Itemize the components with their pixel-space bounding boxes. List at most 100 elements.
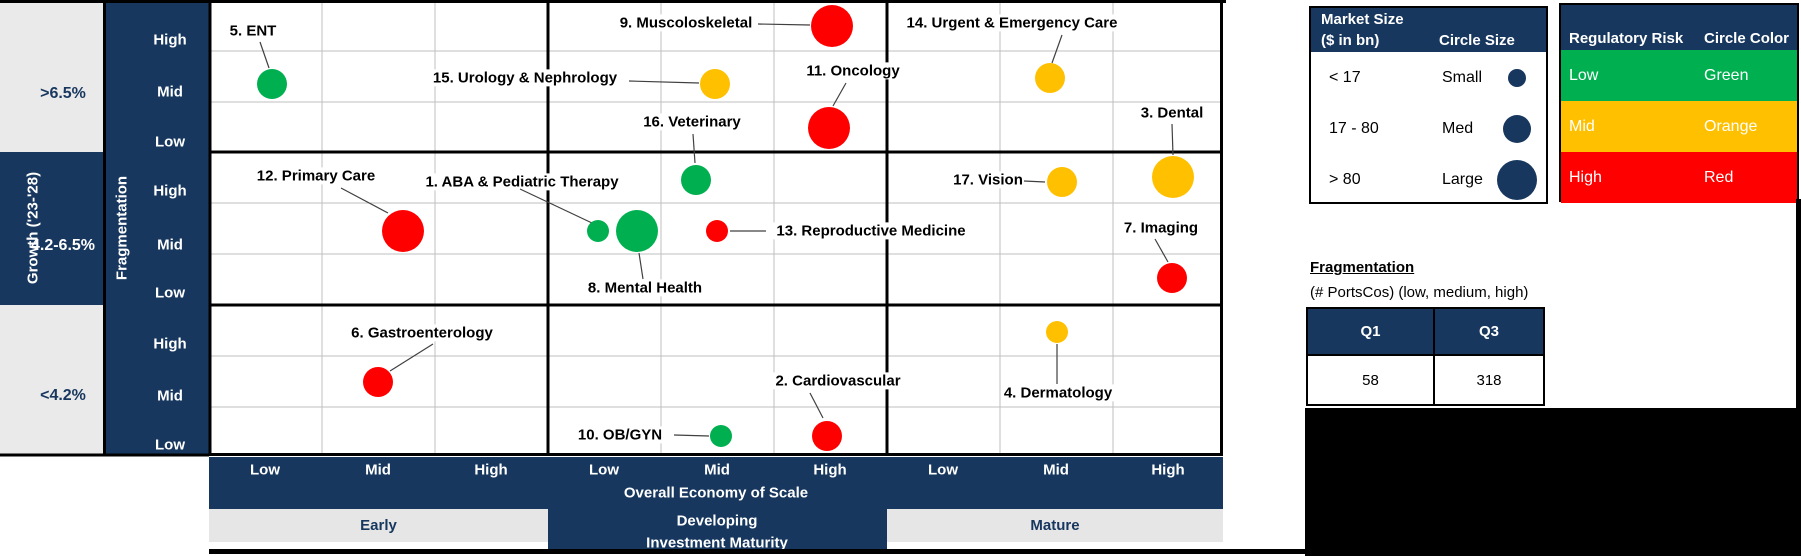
bubble	[1047, 167, 1077, 197]
fragmentation-tick: Mid	[157, 236, 183, 254]
market-size-label: Med	[1442, 119, 1474, 137]
bubble	[1157, 263, 1187, 293]
bubble-label: 12. Primary Care	[253, 167, 379, 185]
market-size-legend: Market Size ($ in bn) Circle Size < 17 S…	[1309, 6, 1548, 204]
leader-line	[1154, 238, 1169, 263]
bubble	[808, 107, 850, 149]
fragmentation-tick: High	[153, 182, 187, 200]
market-size-title-line1: Market Size	[1321, 11, 1404, 28]
q1-value: 58	[1308, 354, 1435, 404]
bubble-label: 8. Mental Health	[584, 279, 706, 297]
x-axis-tick: High	[1151, 461, 1185, 479]
bubble-label: 6. Gastroenterology	[348, 324, 496, 342]
maturity-cell-early: Early	[209, 509, 548, 542]
fragmentation-legend-title: Fragmentation	[1310, 259, 1415, 276]
growth-tick-mid: 4.2-6.5%	[30, 237, 96, 254]
risk-row-mid: Mid Orange	[1561, 101, 1797, 152]
market-size-label: Large	[1442, 170, 1483, 188]
risk-level: Mid	[1569, 117, 1595, 135]
market-size-range: < 17	[1329, 68, 1361, 86]
leader-line	[259, 41, 270, 69]
fragmentation-tick: High	[153, 335, 187, 353]
regulatory-risk-legend-header: Regulatory Risk Circle Color	[1561, 5, 1797, 50]
x-axis-tick: High	[474, 461, 508, 479]
bubble	[710, 425, 732, 447]
growth-tick-high: >6.5%	[40, 85, 86, 102]
fragmentation-tick: Low	[155, 436, 185, 454]
leader-line	[340, 187, 389, 214]
risk-level: High	[1569, 168, 1602, 186]
circle-color-header: Circle Color	[1704, 30, 1790, 47]
regulatory-risk-legend: Regulatory Risk Circle Color Low Green M…	[1559, 3, 1799, 203]
bubble	[681, 165, 711, 195]
growth-axis-title: Growth ('23-'28)	[24, 171, 42, 285]
market-size-range: > 80	[1329, 170, 1361, 188]
x-axis-tick: Low	[928, 461, 958, 479]
x-axis-tick: Low	[589, 461, 619, 479]
q1-header: Q1	[1308, 309, 1435, 354]
growth-tick-low: <4.2%	[40, 387, 86, 404]
leader-line	[1051, 34, 1063, 64]
x-axis-tick: Low	[250, 461, 280, 479]
growth-band-high	[0, 0, 103, 152]
bubble-label: 9. Muscoloskeletal	[616, 14, 756, 32]
bubble	[1152, 156, 1194, 198]
regulatory-risk-header: Regulatory Risk	[1569, 30, 1684, 47]
fragmentation-axis-column	[103, 0, 209, 456]
bubble	[616, 210, 658, 252]
bubble-label: 1. ABA & Pediatric Therapy	[422, 173, 622, 191]
bubble	[706, 220, 728, 242]
redacted-block	[1305, 408, 1801, 556]
bubble	[382, 210, 424, 252]
maturity-early-label: Early	[360, 517, 397, 534]
bubble-label: 13. Reproductive Medicine	[773, 222, 969, 240]
leader-line	[757, 23, 811, 26]
x-axis-tick: High	[813, 461, 847, 479]
risk-color-name: Orange	[1704, 117, 1758, 135]
leader-line	[1171, 123, 1174, 156]
leader-line	[389, 343, 434, 372]
leader-line	[673, 434, 710, 437]
risk-color-name: Red	[1704, 168, 1734, 186]
market-size-row-small: < 17 Small	[1311, 52, 1546, 103]
leader-line	[638, 252, 644, 280]
bubble	[587, 220, 609, 242]
risk-color-name: Green	[1704, 66, 1749, 84]
bubble-label: 11. Oncology	[803, 62, 903, 80]
bubble-label: 5. ENT	[226, 22, 280, 40]
bubble-label: 15. Urology & Nephrology	[429, 69, 621, 87]
x-axis-tick-bar	[209, 457, 1223, 509]
bubble	[363, 367, 393, 397]
bubble-label: 2. Cardiovascular	[772, 372, 904, 390]
fragmentation-axis-title: Fragmentation	[113, 175, 131, 281]
maturity-cell-mature: Mature	[887, 509, 1223, 542]
fragmentation-quartile-table: Q1 Q3 58 318	[1306, 307, 1545, 406]
bubble-label: 17. Vision	[950, 171, 1026, 189]
bottom-border	[209, 549, 1310, 554]
market-size-row-large: > 80 Large	[1311, 154, 1546, 205]
risk-row-low: Low Green	[1561, 50, 1797, 101]
x-axis-tick: Mid	[1043, 461, 1069, 479]
right-border	[1796, 199, 1801, 409]
bubble-label: 4. Dermatology	[1000, 384, 1116, 402]
fragmentation-tick: Low	[155, 284, 185, 302]
maturity-mature-label: Mature	[1030, 517, 1080, 534]
bubble-label: 10. OB/GYN	[574, 426, 666, 444]
bubble-label: 3. Dental	[1137, 104, 1207, 122]
bubble	[812, 421, 842, 451]
market-size-row-med: 17 - 80 Med	[1311, 103, 1546, 154]
risk-row-high: High Red	[1561, 152, 1797, 203]
x-axis-tick: Mid	[365, 461, 391, 479]
maturity-developing-label: Developing	[676, 512, 758, 530]
med-circle-icon	[1503, 114, 1531, 143]
risk-level: Low	[1569, 66, 1599, 84]
q3-header: Q3	[1435, 309, 1543, 354]
q3-value: 318	[1435, 354, 1543, 404]
circle-size-header: Circle Size	[1439, 32, 1515, 49]
bubble	[700, 69, 730, 99]
market-size-range: 17 - 80	[1329, 119, 1379, 137]
leader-line	[519, 188, 593, 224]
growth-band-mid	[0, 152, 103, 305]
x-axis-tick: Mid	[704, 461, 730, 479]
small-circle-icon	[1508, 68, 1526, 87]
